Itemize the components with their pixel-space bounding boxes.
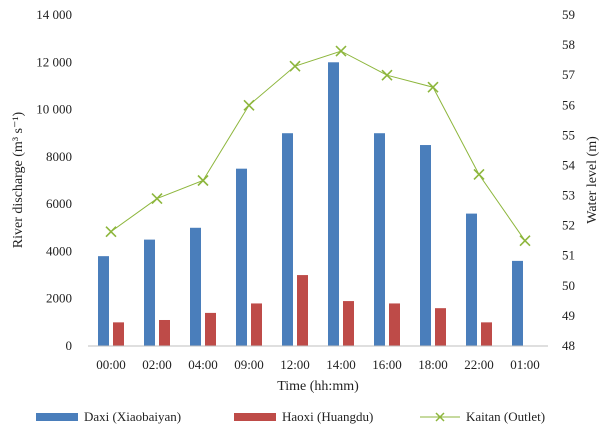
y2-tick-label: 55 <box>562 127 575 142</box>
left-axis-ticks: 0 2000 4000 6000 8000 10 000 12 000 14 000 <box>36 7 72 353</box>
bar-daxi <box>374 133 385 346</box>
y2-tick-label: 58 <box>562 37 575 52</box>
bar-series <box>98 62 523 347</box>
y-tick-label: 0 <box>66 338 73 353</box>
y2-tick-label: 53 <box>562 188 575 203</box>
bar-daxi <box>328 62 339 347</box>
x-tick-label: 18:00 <box>418 357 448 372</box>
x-tick-label: 09:00 <box>234 357 264 372</box>
x-tick-label: 14:00 <box>326 357 356 372</box>
right-axis-ticks: 48 49 50 51 52 53 54 55 56 57 58 59 <box>562 7 576 353</box>
bar-haoxi <box>297 275 308 346</box>
y2-tick-label: 59 <box>562 7 575 22</box>
point-kaitan <box>427 81 439 93</box>
point-kaitan <box>105 226 117 238</box>
bar-haoxi <box>159 319 170 346</box>
bar-daxi <box>144 239 155 346</box>
x-tick-label: 22:00 <box>464 357 494 372</box>
y2-axis-title: Water level (m) <box>585 136 600 224</box>
x-tick-label: 16:00 <box>372 357 402 372</box>
bar-haoxi <box>435 308 446 346</box>
y-tick-label: 12 000 <box>36 54 72 69</box>
y2-tick-label: 48 <box>562 338 575 353</box>
bar-daxi <box>98 256 109 346</box>
legend-swatch-haoxi <box>234 413 276 421</box>
point-kaitan <box>243 99 255 111</box>
y-tick-label: 14 000 <box>36 7 72 22</box>
y2-tick-label: 49 <box>562 308 575 323</box>
y2-tick-label: 56 <box>562 97 576 112</box>
y-tick-label: 8000 <box>46 149 72 164</box>
legend-label-daxi: Daxi (Xiaobaiyan) <box>84 409 181 424</box>
bar-haoxi <box>389 303 400 346</box>
y-tick-label: 4000 <box>46 243 72 258</box>
point-kaitan <box>473 168 485 181</box>
y-tick-label: 10 000 <box>36 102 72 117</box>
y2-tick-label: 50 <box>562 278 575 293</box>
x-tick-label: 00:00 <box>96 357 126 372</box>
bar-daxi <box>512 260 523 346</box>
point-kaitan <box>335 45 347 57</box>
line-kaitan <box>110 50 526 241</box>
y2-tick-label: 57 <box>562 67 576 82</box>
legend-label-kaitan: Kaitan (Outlet) <box>466 409 545 424</box>
legend-marker-kaitan <box>435 412 445 422</box>
bar-daxi <box>190 227 201 346</box>
point-kaitan <box>289 60 301 72</box>
x-tick-label: 12:00 <box>280 357 310 372</box>
legend: Daxi (Xiaobaiyan) Haoxi (Huangdu) Kaitan… <box>36 409 545 424</box>
point-kaitan <box>381 69 393 81</box>
bar-haoxi <box>251 303 262 346</box>
line-series <box>105 45 531 247</box>
y2-tick-label: 51 <box>562 248 575 263</box>
y-tick-label: 2000 <box>46 291 72 306</box>
x-tick-label: 04:00 <box>188 357 218 372</box>
x-tick-label: 02:00 <box>142 357 172 372</box>
bar-haoxi <box>343 301 354 346</box>
legend-swatch-daxi <box>36 413 78 421</box>
point-kaitan <box>151 192 163 205</box>
bar-haoxi <box>481 322 492 346</box>
point-kaitan <box>519 235 531 247</box>
bar-haoxi <box>205 312 216 346</box>
y2-tick-label: 52 <box>562 218 575 233</box>
point-kaitan <box>197 174 209 187</box>
x-tick-label: 01:00 <box>510 357 540 372</box>
legend-label-haoxi: Haoxi (Huangdu) <box>282 409 373 424</box>
y-axis-title: River discharge (m³ s⁻¹) <box>11 111 26 248</box>
x-axis-title: Time (hh:mm) <box>277 379 359 394</box>
y2-tick-label: 54 <box>562 157 576 172</box>
bar-daxi <box>466 213 477 346</box>
bar-haoxi <box>113 322 124 346</box>
y-tick-label: 6000 <box>46 196 72 211</box>
bar-daxi <box>420 145 431 346</box>
x-axis-ticks: 00:00 02:00 04:00 09:00 12:00 14:00 16:00 18:00… <box>96 357 540 372</box>
bar-daxi <box>236 168 247 346</box>
bar-daxi <box>282 133 293 346</box>
